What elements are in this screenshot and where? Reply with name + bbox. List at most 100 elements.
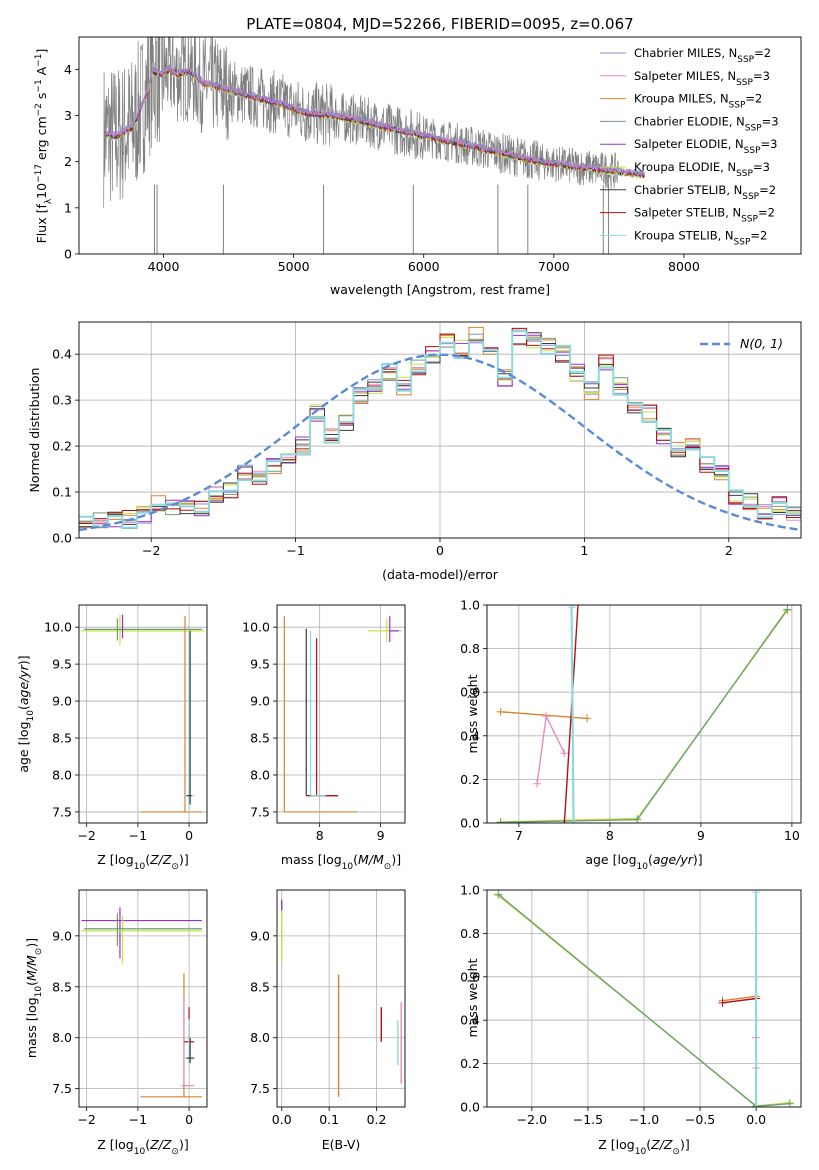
histogram-step <box>79 330 801 529</box>
y-tick-label: 8.0 <box>52 1030 72 1045</box>
x-axis-label: age [log10(age/yr)] <box>585 852 702 872</box>
y-axis-label: mass weight <box>465 674 480 753</box>
x-tick-label: 7 <box>515 828 523 843</box>
axes-frame <box>486 889 802 1108</box>
y-tick-label: 0 <box>64 247 72 262</box>
weight-series <box>500 711 588 720</box>
x-tick-label: 4000 <box>148 259 180 274</box>
legend-label: Salpeter MILES, NSSP=3 <box>634 69 770 88</box>
y-tick-label: 4 <box>64 62 72 77</box>
x-tick-label: 8 <box>606 828 614 843</box>
y-tick-label: 1.0 <box>460 598 480 613</box>
y-tick-label: 0.2 <box>460 772 480 787</box>
y-tick-label: 0.0 <box>52 531 72 546</box>
x-axis-label: Z [log10(Z/Z⊙)] <box>97 852 188 872</box>
y-axis-label: Flux [fλ10−17 erg cm−2 s−1 A−1] <box>34 49 54 244</box>
x-tick-label: 0 <box>185 828 193 843</box>
axes-frame <box>78 321 802 539</box>
y-tick-label: 1 <box>64 200 72 215</box>
y-axis-label: age [log10(age/yr)] <box>16 655 36 772</box>
plot-area <box>79 605 207 823</box>
axes-frame <box>486 604 802 824</box>
legend-label: N(0, 1) <box>740 336 783 351</box>
axes-frame <box>276 604 406 824</box>
legend-label: Chabrier MILES, NSSP=2 <box>634 46 771 65</box>
plot-area <box>277 890 405 1107</box>
y-tick-label: 10.0 <box>242 620 270 635</box>
axes-frame <box>78 604 208 824</box>
weight-marker <box>560 819 569 823</box>
plot-area <box>277 605 405 823</box>
weight-marker <box>718 998 727 1007</box>
x-tick-label: 0.0 <box>272 1112 292 1127</box>
residuals-panel: −2 −1 0 1 2 0.0 0.1 0.2 0.3 0.4 N(0, 1) (data-model… <box>27 321 802 582</box>
x-axis-label: Z [log10(Z/Z⊙)] <box>598 1137 689 1157</box>
x-axis-label: (data-model)/error <box>382 567 499 582</box>
y-tick-label: 9.0 <box>52 694 72 709</box>
y-tick-label: 8.5 <box>250 979 270 994</box>
x-tick-label: −2 <box>77 828 95 843</box>
histogram-step <box>79 328 801 524</box>
y-tick-label: 0.0 <box>460 1100 480 1115</box>
x-tick-label: −1 <box>129 1112 147 1127</box>
x-tick-label: −1 <box>129 828 147 843</box>
x-tick-label: 0 <box>185 1112 193 1127</box>
x-axis-label: Z [log10(Z/Z⊙)] <box>97 1137 188 1157</box>
weight-marker <box>569 819 578 823</box>
weight-marker <box>533 779 542 788</box>
y-tick-label: 9.5 <box>250 657 270 672</box>
observed-spectrum <box>103 37 620 208</box>
x-axis-label: mass [log10(M/M⊙)] <box>281 852 401 872</box>
y-tick-label: 0.4 <box>52 347 72 362</box>
x-tick-label: 0.2 <box>367 1112 387 1127</box>
x-tick-label: 9 <box>697 828 705 843</box>
y-tick-label: 7.5 <box>250 1081 270 1096</box>
y-tick-label: 0.6 <box>460 685 480 700</box>
y-tick-label: 9.0 <box>250 928 270 943</box>
y-tick-label: 7.5 <box>250 804 270 819</box>
y-tick-label: 0.6 <box>460 969 480 984</box>
y-tick-label: 9.0 <box>250 694 270 709</box>
x-tick-label: −1 <box>286 543 304 558</box>
legend-label: Chabrier STELIB, NSSP=2 <box>634 183 776 202</box>
spectrum-panel: 4000 5000 6000 7000 8000 0 1 2 3 4 Chabrier MILES,… <box>34 36 802 297</box>
y-tick-label: 0.0 <box>460 816 480 831</box>
weight-marker <box>752 1103 761 1107</box>
weight-vs-age-panel: 7 8 9 10 0.0 0.2 0.4 0.6 0.8 1.0 age [log10(age/yr… <box>460 598 802 872</box>
y-tick-label: 3 <box>64 108 72 123</box>
weight-series <box>536 713 566 784</box>
plot-area <box>79 322 801 538</box>
weight-marker <box>752 890 761 897</box>
x-tick-label: 0.0 <box>746 1112 766 1127</box>
y-tick-label: 7.5 <box>52 1081 72 1096</box>
axes-frame <box>78 36 802 255</box>
y-tick-label: 0.8 <box>460 926 480 941</box>
y-tick-label: 0.4 <box>460 728 480 743</box>
x-tick-label: 8 <box>316 828 324 843</box>
weight-marker <box>785 1099 794 1107</box>
mass-vs-metallicity-panel: −2 −1 0 7.5 8.0 8.5 9.0 Z [log10(Z/Z⊙)] mass [lo… <box>24 889 208 1157</box>
model-spectrum <box>105 63 645 177</box>
weight-marker <box>583 714 592 723</box>
y-tick-label: 1.0 <box>460 883 480 898</box>
legend: Chabrier MILES, NSSP=2 Salpeter MILES, NS… <box>600 46 779 247</box>
weight-marker <box>574 605 583 609</box>
axes-frame <box>276 889 406 1108</box>
y-tick-label: 9.5 <box>52 657 72 672</box>
x-tick-label: 0 <box>436 543 444 558</box>
x-tick-label: −2.0 <box>517 1112 547 1127</box>
legend-label: Kroupa ELODIE, NSSP=3 <box>634 160 770 179</box>
x-tick-label: 7000 <box>538 259 570 274</box>
figure-title: PLATE=0804, MJD=52266, FIBERID=0095, z=0… <box>246 15 633 33</box>
y-tick-label: 0.2 <box>52 439 72 454</box>
y-tick-label: 8.5 <box>250 731 270 746</box>
legend-label: Chabrier ELODIE, NSSP=3 <box>634 114 779 133</box>
x-tick-label: 1 <box>580 543 588 558</box>
x-tick-label: 10 <box>784 828 800 843</box>
x-tick-label: 8000 <box>668 259 700 274</box>
x-tick-label: 2 <box>725 543 733 558</box>
y-tick-label: 0.4 <box>460 1013 480 1028</box>
plot-area <box>103 37 645 254</box>
weight-series <box>722 997 757 1004</box>
